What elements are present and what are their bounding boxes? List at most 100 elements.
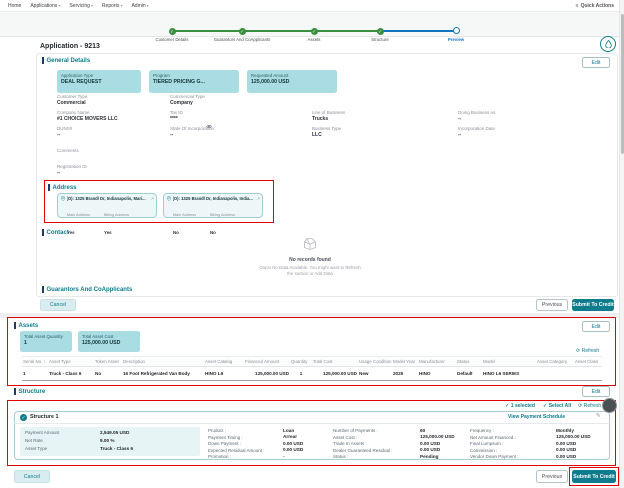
address-card-2[interactable]: (O): 1325 Brandl Dr, Indianapolis, India… [163,193,263,235]
menu-icon: ≡ [575,3,579,9]
cancel-button[interactable]: Cancel [40,299,76,311]
empty-line: the section or Add Data [287,271,333,276]
col-asset-class: Asset Class [574,356,602,367]
selected-count-link[interactable]: ✓ 1 selected [505,403,535,409]
step-label-guarantors[interactable]: Guarantors And CoApplicants [213,37,271,42]
cell-serial-no: 1 [22,366,48,381]
section-title: Guarantors And CoApplicants [46,286,133,293]
step-label-assets[interactable]: Assets [307,37,321,42]
scrollbar-track [619,0,624,488]
field-value: 9.00 % [100,437,115,443]
nav-reports[interactable]: Reports ▾ [102,3,123,9]
field-label: Billing Address [210,213,235,217]
chip-label: Total Asset Quantity [24,333,63,339]
step-structure[interactable]: ✓ [376,27,384,35]
section-contact: Contact [42,229,69,236]
section-bar [42,229,44,236]
step-preview[interactable] [453,27,460,34]
step-assets[interactable]: ✓ [310,27,318,35]
expand-icon[interactable]: ↗ [256,196,260,201]
field-label: Billing Address [104,213,129,217]
cell-description: 16 Foot Refrigerated Van Body [122,366,204,381]
pencil-icon[interactable]: ✎ [596,413,601,419]
nav-servicing-label: Servicing [69,2,90,9]
field-value: 0.00 USD [420,440,441,446]
structure-card-divider [14,423,610,424]
field-value: Truck - Class 6 [100,445,134,451]
previous-button[interactable]: Previous [536,299,568,311]
section-title: Structure [18,388,46,395]
billing-address-field: Billing Address Yes [104,203,129,239]
field-label: Expected Residual Amount : [208,447,265,453]
assets-refresh-link[interactable]: ⟳ Refresh [576,348,599,354]
step-guarantors[interactable]: ✓ [238,27,246,35]
nav-home[interactable]: Home [8,3,21,9]
field-value: 125,000.00 USD [420,434,455,439]
assets-edit-button[interactable]: Edit [582,321,610,332]
step-label-structure[interactable]: Structure [371,37,389,42]
step-customer-details[interactable]: ✓ [168,27,176,35]
field-label: Promotion : [208,454,232,459]
submit-to-credit-button-bottom[interactable]: Submit To Credit [572,470,616,483]
structure-refresh-link[interactable]: ⟳ Refresh [578,403,601,409]
field-value: #1 CHOICE MOVERS LLC [57,116,118,122]
asset-table-row[interactable]: 1 Truck - Class 6 No 16 Foot Refrigerate… [22,366,602,381]
address-card-1[interactable]: (O): 1325 Brandl Dr, Indianapolis, Mari.… [57,193,157,235]
col-quantity: Quantity [290,356,312,367]
step-label-customer-details[interactable]: Customer Details [155,37,189,42]
previous-button-bottom[interactable]: Previous [536,470,568,483]
col-serial-no[interactable]: Serial No. ↑ [22,356,48,367]
quick-actions-button[interactable]: ≡ Quick Actions [576,3,614,9]
step-label-preview[interactable]: Preview [447,37,465,42]
nav-applications[interactable]: Applications ▾ [30,3,60,9]
nav-admin[interactable]: Admin ▾ [131,3,148,9]
scrollbar-thumb[interactable] [620,14,624,154]
general-edit-button[interactable]: Edit [582,57,610,68]
field-label: Net Amount Financed : [470,434,516,440]
field-label: Down Payment : [208,441,242,446]
col-model-year: Model Year [392,356,418,367]
field-value: 0.00 USD [420,447,441,452]
field-label: Registration ID [57,164,87,169]
structure-edit-button[interactable]: Edit [582,386,610,397]
scroll-fab[interactable] [602,398,617,413]
field-line-of-business: Line of Business Trucks [312,110,345,122]
cancel-button-bottom[interactable]: Cancel [14,470,50,483]
field-value: 0.00 USD [556,447,577,452]
chip-application-type: Application Type DEAL REQUEST [57,70,141,93]
nav-servicing[interactable]: Servicing ▾ [69,3,93,9]
check-circle-icon: ✓ [505,403,510,409]
stepper-line-active [380,30,456,32]
page-divider [0,313,624,318]
chip-label: Total Asset Cost [82,333,114,339]
section-bar [14,322,16,329]
section-address: Address [48,184,77,191]
field-value: Company [170,100,193,106]
select-all-label: Select All [548,403,572,409]
field-comments: Comments [57,148,79,154]
cell-status: Default [456,366,482,381]
field-value: -- [57,132,61,138]
cell-asset-class [574,366,602,381]
eye-icon[interactable] [206,116,212,134]
field-label: Customer Type [57,94,88,99]
section-title: Contact [46,229,69,236]
refresh-label: Refresh [583,403,602,409]
field-value: LLC [312,132,322,138]
submit-to-credit-button[interactable]: Submit To Credit [572,299,614,311]
chatbot-fab[interactable] [600,36,616,52]
view-payment-schedule-link[interactable]: View Payment Schedule [508,414,566,420]
section-title: Assets [18,322,39,329]
select-all-link[interactable]: ✓ Select All [543,403,571,409]
field-tax-id: Tax ID **** [170,110,183,122]
field-value: 2,549.05 USD [100,429,130,435]
chip-value: TIERED PRICING G... [153,78,205,85]
field-value: No [173,230,179,235]
chip-total-asset-quantity: Total Asset Quantity 1 [20,331,72,352]
field-label: Incorporation Date [458,126,496,131]
expand-icon[interactable]: ↗ [150,196,154,201]
field-company-name: Company Name #1 CHOICE MOVERS LLC [57,110,118,122]
quick-actions-label: Quick Actions [580,3,614,9]
field-value: Yes [67,230,75,235]
